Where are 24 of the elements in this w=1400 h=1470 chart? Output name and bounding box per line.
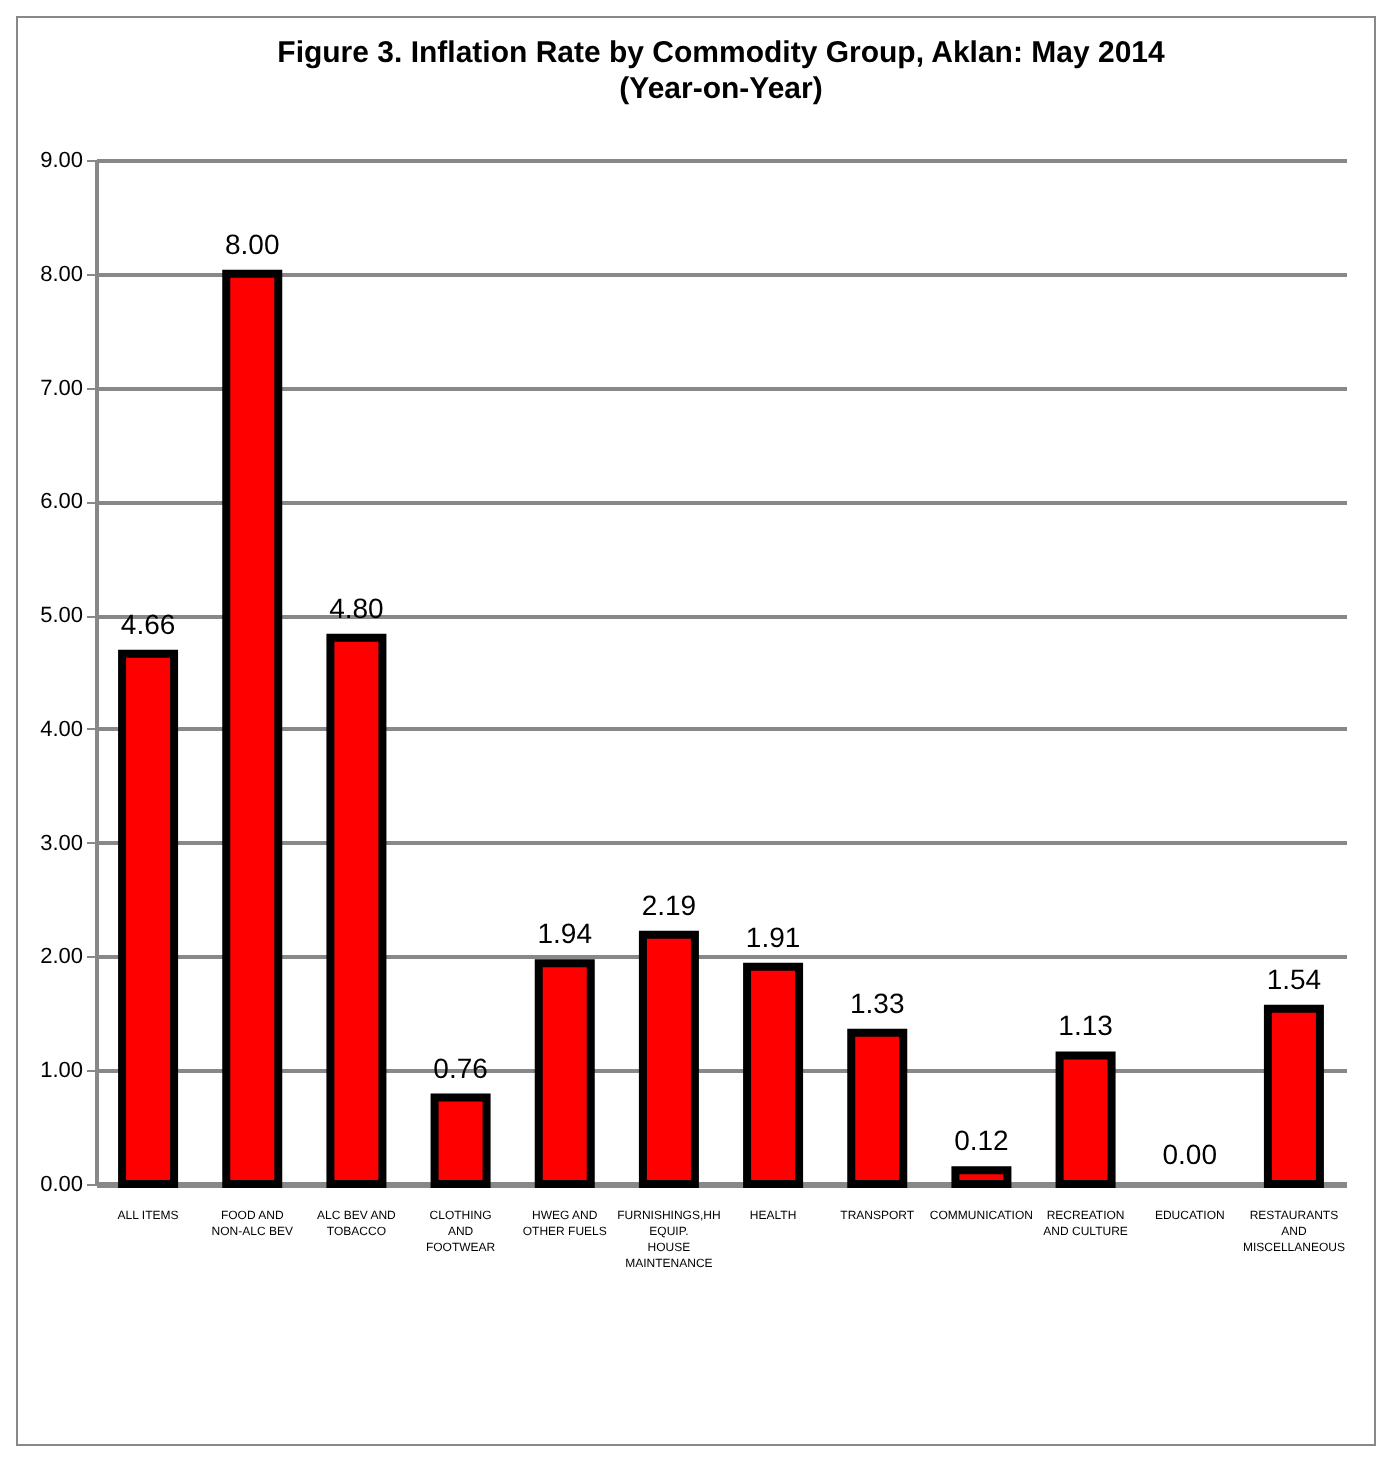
data-label: 1.94	[537, 917, 593, 950]
y-tick-label: 3.00	[40, 831, 83, 856]
y-tick-label: 5.00	[40, 604, 83, 629]
data-label: 2.19	[641, 888, 697, 921]
y-tick-label: 4.00	[40, 717, 83, 742]
data-label: 0.76	[433, 1051, 489, 1084]
data-label: 1.54	[1266, 962, 1322, 995]
data-label: 1.33	[850, 986, 905, 1019]
data-label: 4.80	[329, 591, 385, 624]
y-tick-label: 0.00	[40, 1173, 83, 1197]
chart-title: Figure 3. Inflation Rate by Commodity Group, Aklan: May 2014	[277, 36, 1166, 70]
chart-subtitle: (Year-on-Year)	[619, 72, 823, 106]
data-label: 8.00	[225, 227, 280, 260]
y-tick-label: 8.00	[40, 262, 83, 287]
data-label: 0.12	[954, 1124, 1010, 1157]
y-tick-label: 9.00	[40, 149, 83, 173]
y-tick-label: 2.00	[40, 945, 83, 970]
data-label: 1.91	[745, 920, 801, 953]
data-label: 1.13	[1058, 1009, 1114, 1042]
y-tick-label: 7.00	[40, 376, 83, 401]
data-label: 4.66	[120, 607, 176, 640]
y-tick-label: 1.00	[40, 1059, 83, 1084]
data-label: 0.00	[1162, 1138, 1218, 1170]
y-tick-label: 6.00	[40, 490, 83, 515]
